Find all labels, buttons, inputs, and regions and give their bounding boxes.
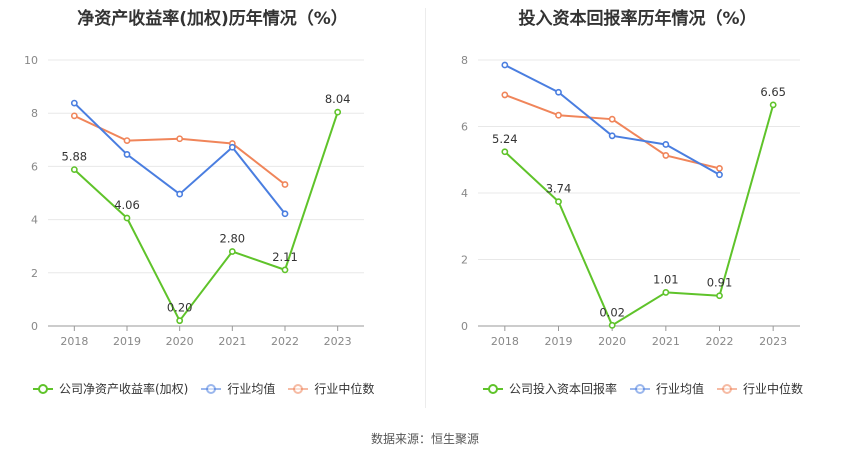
panel-divider bbox=[425, 8, 426, 408]
legend-marker-icon bbox=[630, 383, 651, 394]
data-source-note: 数据来源：恒生聚源 bbox=[370, 432, 479, 446]
legend-item[interactable]: 行业中位数 bbox=[716, 380, 803, 397]
legend-item[interactable]: 行业中位数 bbox=[287, 380, 374, 397]
legend-item[interactable]: 行业均值 bbox=[200, 380, 275, 397]
y-tick-label: 8 bbox=[461, 54, 468, 67]
data-point[interactable] bbox=[70, 112, 78, 120]
x-tick-label: 2018 bbox=[60, 335, 88, 348]
legend-label: 行业中位数 bbox=[314, 382, 375, 396]
series-line bbox=[504, 104, 775, 327]
y-tick-label: 10 bbox=[24, 54, 38, 67]
data-point[interactable] bbox=[608, 115, 616, 123]
roe-line-chart: 0 2 4 6 8 10 2018 2019 2020 2021 2022 2023 5.88 4.06 0… bbox=[24, 54, 364, 348]
data-point[interactable] bbox=[555, 111, 562, 119]
legend-label: 公司投入资本回报率 bbox=[509, 382, 618, 396]
data-point[interactable] bbox=[608, 321, 616, 329]
y-tick-label: 4 bbox=[31, 214, 38, 227]
legend-label: 公司净资产收益率(加权) bbox=[59, 382, 189, 396]
x-tick-label: 2023 bbox=[324, 335, 352, 348]
data-point[interactable] bbox=[716, 171, 723, 179]
y-tick-label: 6 bbox=[461, 121, 468, 134]
y-tick-label: 4 bbox=[461, 187, 468, 200]
data-point[interactable] bbox=[123, 137, 131, 144]
data-point[interactable] bbox=[281, 210, 289, 218]
y-tick-label: 6 bbox=[31, 160, 38, 173]
data-point[interactable] bbox=[662, 141, 670, 148]
roic-chart-panel: 投入资本回报率历年情况（%） 0 2 4 6 8 2018 2019 2020 2021 2022… bbox=[425, 0, 850, 410]
y-tick-label: 2 bbox=[31, 267, 38, 280]
data-point[interactable] bbox=[716, 292, 723, 300]
data-label: 4.06 bbox=[114, 198, 140, 212]
data-label: 3.74 bbox=[546, 182, 572, 196]
data-label: 5.88 bbox=[62, 150, 88, 164]
data-label: 2.80 bbox=[220, 232, 246, 246]
data-point[interactable] bbox=[70, 166, 78, 173]
chart-title: 净资产收益率(加权)历年情况（%） bbox=[77, 9, 348, 29]
roe-chart-panel: 净资产收益率(加权)历年情况（%） 0 2 4 6 8 10 2018 2019 2020 202… bbox=[0, 0, 425, 410]
roic-line-chart: 0 2 4 6 8 2018 2019 2020 2021 2022 2023 5.24 3.74 0.0… bbox=[461, 54, 800, 348]
y-tick-label: 2 bbox=[461, 254, 468, 267]
data-point[interactable] bbox=[123, 214, 131, 222]
legend-marker-icon bbox=[483, 383, 503, 394]
data-point[interactable] bbox=[228, 143, 236, 151]
x-tick-label: 2022 bbox=[271, 335, 299, 348]
legend-marker-icon bbox=[33, 383, 53, 394]
x-tick-label: 2021 bbox=[218, 335, 246, 348]
legend-label: 行业均值 bbox=[227, 382, 276, 396]
data-point[interactable] bbox=[228, 248, 236, 255]
data-point[interactable] bbox=[555, 198, 562, 206]
data-label: 6.65 bbox=[760, 85, 786, 99]
y-tick-label: 0 bbox=[461, 320, 468, 333]
data-label: 2.11 bbox=[272, 250, 298, 264]
data-label: 0.91 bbox=[707, 276, 733, 290]
data-point[interactable] bbox=[281, 181, 289, 188]
x-tick-label: 2018 bbox=[491, 335, 519, 348]
data-label: 0.02 bbox=[599, 305, 625, 319]
legend-item[interactable]: 行业均值 bbox=[629, 380, 704, 397]
data-point[interactable] bbox=[70, 99, 78, 107]
chart-legend: 公司净资产收益率(加权) 行业均值 行业中位数 bbox=[32, 380, 386, 397]
data-point[interactable] bbox=[281, 266, 289, 274]
data-point[interactable] bbox=[334, 108, 342, 116]
data-point[interactable] bbox=[769, 101, 777, 109]
legend-label: 行业中位数 bbox=[743, 382, 804, 396]
data-label: 8.04 bbox=[325, 92, 351, 106]
x-tick-label: 2023 bbox=[759, 335, 787, 348]
data-point[interactable] bbox=[555, 88, 562, 96]
legend-item[interactable]: 公司净资产收益率(加权) bbox=[32, 380, 188, 397]
data-label: 1.01 bbox=[653, 272, 679, 286]
legend-item[interactable]: 公司投入资本回报率 bbox=[482, 380, 617, 397]
data-point[interactable] bbox=[176, 135, 184, 143]
data-point[interactable] bbox=[176, 190, 184, 198]
data-point[interactable] bbox=[608, 132, 616, 140]
x-tick-label: 2021 bbox=[652, 335, 680, 348]
x-tick-label: 2019 bbox=[113, 335, 141, 348]
y-tick-label: 8 bbox=[31, 107, 38, 120]
x-tick-label: 2020 bbox=[166, 335, 194, 348]
legend-marker-icon bbox=[717, 383, 738, 394]
data-point[interactable] bbox=[662, 289, 670, 296]
series-line bbox=[73, 111, 339, 322]
x-tick-label: 2020 bbox=[598, 335, 626, 348]
x-tick-label: 2022 bbox=[706, 335, 734, 348]
data-label: 0.20 bbox=[167, 301, 193, 315]
data-point[interactable] bbox=[123, 151, 131, 158]
chart-legend: 公司投入资本回报率 行业均值 行业中位数 bbox=[482, 380, 815, 397]
data-point[interactable] bbox=[176, 317, 184, 325]
chart-title: 投入资本回报率历年情况（%） bbox=[518, 9, 757, 29]
data-point[interactable] bbox=[662, 152, 670, 159]
data-label: 5.24 bbox=[492, 132, 518, 146]
legend-marker-icon bbox=[201, 383, 222, 394]
data-point[interactable] bbox=[501, 91, 509, 99]
legend-marker-icon bbox=[288, 383, 309, 394]
y-tick-label: 0 bbox=[31, 320, 38, 333]
x-tick-label: 2019 bbox=[545, 335, 573, 348]
data-point[interactable] bbox=[501, 61, 509, 69]
data-point[interactable] bbox=[501, 148, 509, 156]
data-point[interactable] bbox=[716, 164, 723, 172]
legend-label: 行业均值 bbox=[656, 382, 705, 396]
